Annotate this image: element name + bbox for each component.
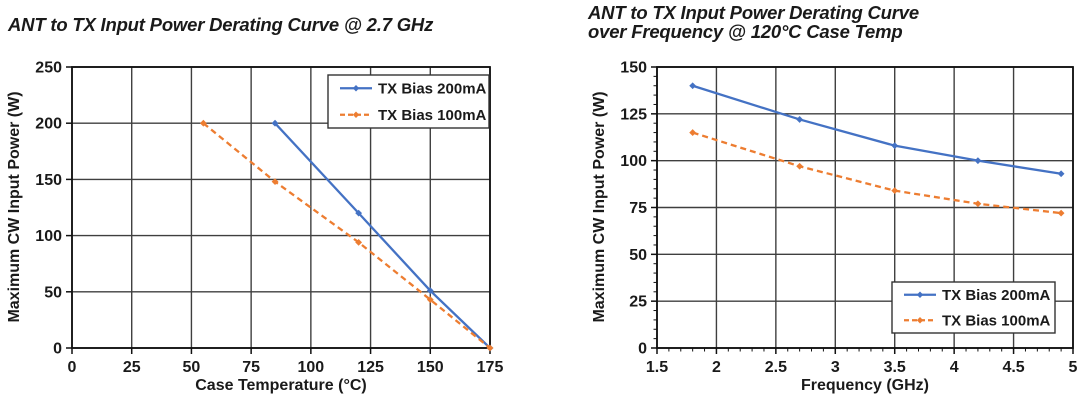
series-line-tx-bias-200ma <box>274 122 491 349</box>
legend-marker <box>916 317 924 324</box>
x-tick-label: 100 <box>298 359 325 376</box>
legend-label: TX Bias 100mA <box>942 312 1051 329</box>
y-tick-label: 150 <box>35 172 62 189</box>
chart-title: ANT to TX Input Power Derating Curve ove… <box>588 3 919 41</box>
chart-title: ANT to TX Input Power Derating Curve @ 2… <box>8 15 433 34</box>
legend-marker <box>352 111 360 118</box>
data-point-marker <box>1057 209 1065 217</box>
data-point-marker <box>271 178 279 186</box>
series-tx-bias-100ma <box>689 129 1065 217</box>
data-point-marker <box>689 129 697 136</box>
plot-border <box>71 66 491 349</box>
data-point-marker <box>486 344 494 352</box>
y-tick-label: 200 <box>35 116 62 133</box>
legend-marker <box>916 291 924 298</box>
legend: TX Bias 200mA TX Bias 100mA <box>891 281 1056 334</box>
y-tick-label: 100 <box>620 153 647 170</box>
series-tx-bias-100ma <box>199 119 494 352</box>
series-tx-bias-200ma <box>689 82 1065 178</box>
legend-marker <box>352 85 360 92</box>
x-tick-label: 0 <box>68 359 77 376</box>
y-tick-label: 150 <box>620 60 647 77</box>
x-axis-label: Frequency (GHz) <box>800 377 929 394</box>
y-tick-label: 0 <box>638 341 647 358</box>
y-tick-label: 100 <box>35 228 62 245</box>
chart-title-line: over Frequency @ 120°C Case Temp <box>588 21 903 42</box>
y-tick-label: 0 <box>53 341 62 358</box>
legend-box <box>327 74 490 129</box>
data-point-marker <box>796 162 804 170</box>
y-tick-label: 250 <box>35 60 62 77</box>
legend-item: TX Bias 100mA <box>904 312 1051 329</box>
data-point-marker <box>796 116 804 123</box>
y-tick-label: 75 <box>629 200 647 217</box>
data-point-marker <box>271 119 279 127</box>
x-tick-label: 4 <box>950 359 959 376</box>
data-point-marker <box>689 82 697 90</box>
data-point-marker <box>974 157 982 165</box>
data-point-marker <box>1057 170 1065 178</box>
legend: TX Bias 200mA TX Bias 100mA <box>327 74 490 129</box>
legend-label: TX Bias 100mA <box>378 107 487 124</box>
x-axis-label: Case Temperature (°C) <box>195 377 367 394</box>
x-tick-label: 3 <box>831 359 840 376</box>
x-tick-label: 1.5 <box>646 359 668 376</box>
x-tick-label: 75 <box>242 359 260 376</box>
x-tick-label: 2.5 <box>765 359 787 376</box>
x-tick-label: 2 <box>712 359 721 376</box>
plot-border <box>656 66 1074 349</box>
x-tick-label: 5 <box>1069 359 1078 376</box>
legend-label: TX Bias 200mA <box>378 80 487 97</box>
legend-label: TX Bias 200mA <box>942 287 1051 304</box>
data-point-marker <box>199 119 207 127</box>
series-line-tx-bias-100ma <box>692 131 1062 215</box>
data-point-marker <box>355 209 363 217</box>
data-point-marker <box>974 200 982 208</box>
data-point-marker <box>426 287 434 295</box>
x-tick-label: 125 <box>357 359 384 376</box>
x-tick-label: 175 <box>477 359 504 376</box>
legend-item: TX Bias 100mA <box>340 107 487 124</box>
chart-temp-derating: ANT to TX Input Power Derating Curve @ 2… <box>6 15 503 394</box>
legend-item: TX Bias 200mA <box>904 287 1051 304</box>
data-point-marker <box>891 187 899 195</box>
legend-item: TX Bias 200mA <box>340 80 487 97</box>
x-tick-label: 4.5 <box>1002 359 1024 376</box>
tick-labels: 0 25 50 75 100 125 150 175 0 50 100 150 200 250 <box>35 60 503 377</box>
y-tick-label: 50 <box>44 284 62 301</box>
legend-box <box>891 281 1056 334</box>
x-tick-label: 3.5 <box>884 359 906 376</box>
data-point-marker <box>891 142 899 150</box>
x-tick-label: 50 <box>183 359 201 376</box>
major-ticks <box>651 66 1074 354</box>
x-tick-label: 25 <box>123 359 141 376</box>
chart-frequency-derating: ANT to TX Input Power Derating Curve ove… <box>540 0 1080 408</box>
chart-title-line: ANT to TX Input Power Derating Curve @ 2… <box>8 14 434 35</box>
data-point-marker <box>426 296 434 304</box>
y-tick-label: 125 <box>620 106 647 123</box>
data-point-marker <box>355 238 363 246</box>
y-tick-label: 50 <box>629 247 647 264</box>
y-tick-label: 25 <box>629 294 647 311</box>
temp-derating-plot-area: 0 25 50 75 100 125 150 175 0 50 100 150 200 250 TX Bia… <box>35 60 503 377</box>
x-tick-label: 150 <box>417 359 444 376</box>
chart-title-line: ANT to TX Input Power Derating Curve <box>588 2 919 23</box>
